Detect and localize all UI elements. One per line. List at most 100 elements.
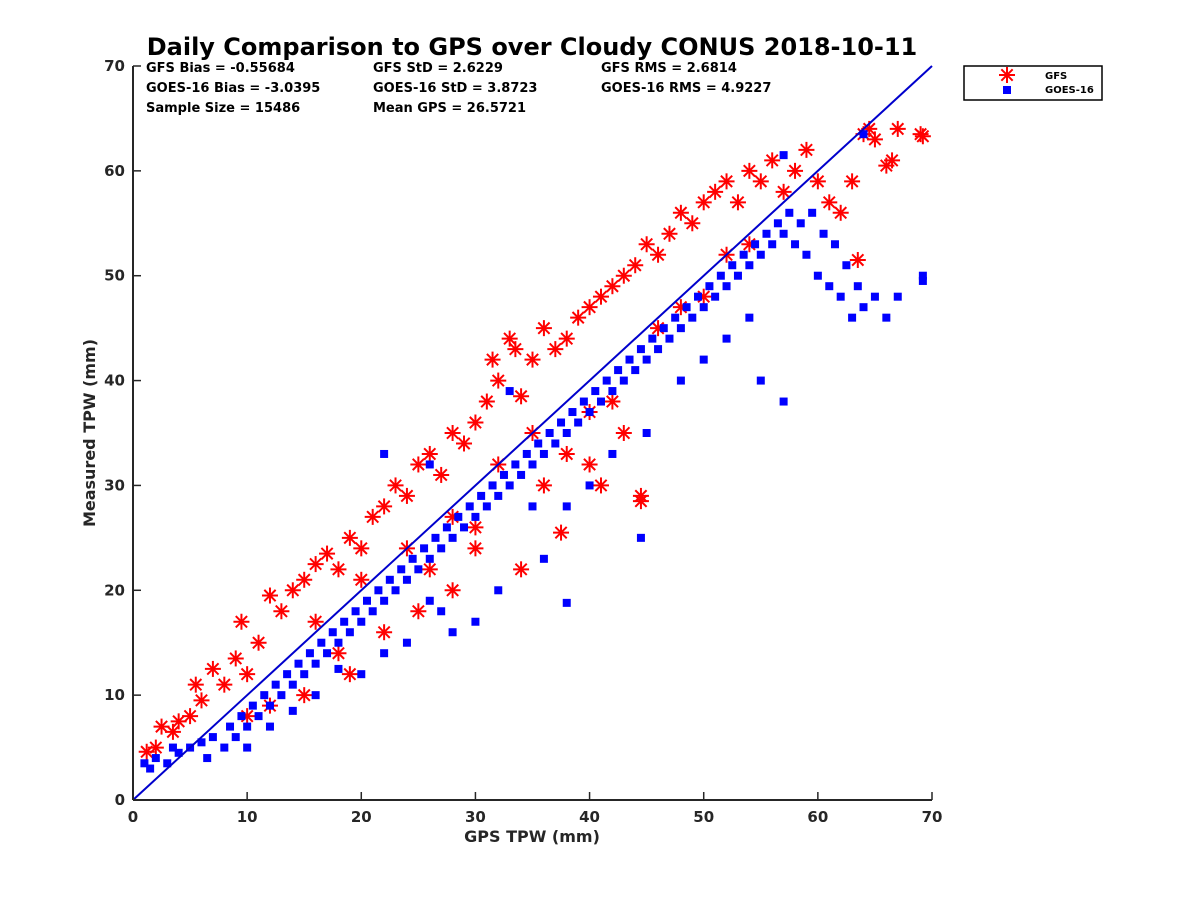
gfs-point [147, 739, 164, 756]
gfs-point [535, 320, 552, 337]
goes-16-point [425, 460, 434, 469]
legend: GFS GOES-16 [963, 65, 1103, 101]
gfs-point [421, 561, 438, 578]
gfs-point [398, 487, 415, 504]
goes-16-point [768, 240, 777, 249]
goes-16-point [437, 607, 446, 616]
goes-16-point [471, 512, 480, 521]
goes-16-point [642, 429, 651, 437]
goes-16-point [642, 355, 651, 364]
gfs-point [170, 713, 187, 730]
gfs-point [164, 723, 181, 740]
goes-16-point [848, 313, 857, 322]
gfs-point [849, 251, 866, 268]
legend-gfs-label: GFS [1045, 71, 1067, 82]
gfs-point [741, 162, 758, 179]
goes-16-point [568, 408, 577, 417]
reference-line [132, 65, 933, 801]
gfs-point [153, 718, 170, 735]
goes-16-point [391, 586, 400, 595]
stat-sample-size: Sample Size = 15486 [146, 101, 300, 116]
gfs-point [672, 204, 689, 221]
goes-16-point [402, 575, 411, 584]
gfs-point [364, 508, 381, 525]
x-tick-label: 20 [351, 808, 372, 826]
gfs-point [387, 477, 404, 494]
goes-16-point [716, 271, 725, 280]
goes-16-point [174, 748, 183, 757]
goes-16-point [311, 691, 320, 700]
goes-16-point [146, 764, 155, 773]
goes-16-point [528, 502, 537, 511]
goes-16-point [374, 586, 383, 595]
gfs-point [187, 676, 204, 693]
goes-16-point [562, 502, 571, 511]
goes-16-point [505, 481, 514, 490]
gfs-point [718, 173, 735, 190]
gfs-point [444, 425, 461, 441]
goes-16-point [751, 240, 760, 249]
goes-16-point [243, 722, 252, 731]
goes-16-point [197, 738, 206, 747]
gfs-point [524, 351, 541, 368]
gfs-point [627, 257, 644, 274]
gfs-point [193, 692, 210, 709]
goes-16-point [722, 282, 731, 291]
y-tick-label: 70 [104, 57, 125, 75]
goes-16-point [517, 470, 526, 479]
goes-16-point [785, 208, 794, 217]
goes-16-point [539, 554, 548, 563]
goes-16-point [460, 523, 469, 532]
stat-gfs-bias: GFS Bias = -0.55684 [146, 61, 295, 76]
gfs-point [729, 194, 746, 211]
gfs-point [261, 587, 278, 604]
goes-16-point [425, 596, 434, 605]
goes-16-point [448, 628, 457, 637]
x-tick-label: 30 [465, 808, 486, 826]
goes-16-point [408, 554, 417, 563]
goes-16-point [859, 303, 868, 312]
x-tick-label: 10 [237, 808, 258, 826]
gfs-point [284, 582, 301, 599]
data-points [138, 120, 931, 773]
goes-16-point [539, 449, 548, 458]
gfs-point [914, 128, 931, 145]
goes-16-point [779, 397, 788, 406]
goes-16-point [522, 449, 531, 458]
y-tick-label: 20 [104, 581, 125, 599]
goes-16-point [882, 313, 891, 322]
gfs-point [410, 456, 427, 473]
goes-16-point [830, 240, 839, 249]
y-tick-label: 10 [104, 686, 125, 704]
gfs-point [341, 666, 358, 683]
goes-16-point [283, 670, 292, 679]
goes-16-point [608, 387, 617, 396]
goes-16-point [237, 712, 246, 721]
goes-16-point [288, 680, 297, 689]
goes-16-point [654, 345, 663, 354]
gfs-point [844, 173, 861, 190]
goes-16-point [334, 638, 343, 647]
goes-16-point [585, 408, 594, 417]
goes-16-point [437, 544, 446, 553]
gfs-point [592, 477, 609, 494]
gfs-point [467, 414, 484, 431]
gfs-point [752, 173, 769, 190]
y-tick-label: 0 [115, 791, 125, 809]
goes-16-point [528, 460, 537, 469]
stat-goes-rms: GOES-16 RMS = 4.9227 [601, 81, 771, 96]
goes-16-point [625, 355, 634, 364]
gfs-point [632, 493, 649, 510]
gfs-point [889, 120, 906, 137]
goes-16-point [277, 691, 286, 700]
gfs-point [832, 204, 849, 221]
goes-16-point [334, 664, 343, 673]
goes-16-point [385, 575, 394, 584]
gfs-point [307, 556, 324, 573]
goes-16-point [602, 376, 611, 385]
gfs-point [695, 194, 712, 211]
gfs-point [507, 341, 524, 358]
goes-16-point [425, 554, 434, 563]
goes-16-point [694, 292, 703, 301]
